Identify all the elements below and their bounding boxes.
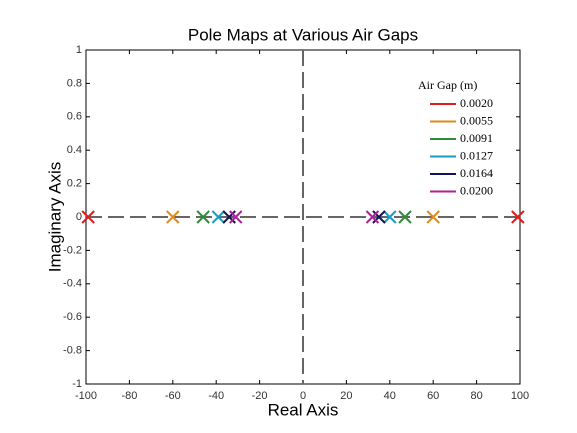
y-tick-label: 0.8 xyxy=(67,77,82,89)
pole-marker xyxy=(383,210,397,224)
y-tick-label: 0.4 xyxy=(67,144,82,156)
x-tick-label: 60 xyxy=(427,390,439,402)
pole-marker xyxy=(211,210,226,224)
x-tick-label: -60 xyxy=(165,390,181,402)
x-tick-label: -40 xyxy=(208,390,224,402)
pole-marker xyxy=(222,210,236,224)
legend-label: 0.0200 xyxy=(460,183,493,197)
y-tick-label: 0.6 xyxy=(67,111,82,123)
x-tick-label: -80 xyxy=(121,390,137,402)
chart-title: Pole Maps at Various Air Gaps xyxy=(188,25,418,44)
legend: Air Gap (m) 0.0020 0.0055 0.0091 0.0127 0.016… xyxy=(418,78,493,198)
y-tick-label: 0 xyxy=(76,211,82,223)
y-tick-label: -0.4 xyxy=(63,278,82,290)
legend-label: 0.0020 xyxy=(460,96,493,110)
legend-title: Air Gap (m) xyxy=(418,78,477,92)
y-tick-label: -0.2 xyxy=(63,244,82,256)
y-tick-label: 0.2 xyxy=(67,178,82,190)
x-tick-label: 0 xyxy=(300,390,306,402)
x-axis-label: Real Axis xyxy=(268,400,339,419)
pole-marker xyxy=(166,210,180,224)
legend-label: 0.0055 xyxy=(460,113,493,127)
x-tick-label: -100 xyxy=(75,390,97,402)
y-tick-label: -0.6 xyxy=(63,311,82,323)
y-axis-label: Imaginary Axis xyxy=(45,162,64,273)
legend-label: 0.0091 xyxy=(460,131,493,145)
y-tick-label: -1 xyxy=(72,378,82,390)
pole-marker xyxy=(372,210,386,224)
x-tick-label: 80 xyxy=(470,390,482,402)
pole-marker xyxy=(511,210,525,224)
y-tick-label: 1 xyxy=(76,44,82,56)
x-tick-label: 20 xyxy=(340,390,352,402)
pole-marker xyxy=(365,210,380,224)
y-tick-label: -0.8 xyxy=(63,345,82,357)
pole-marker xyxy=(196,210,210,224)
legend-label: 0.0127 xyxy=(460,148,493,162)
pole-marker xyxy=(398,210,412,224)
pole-marker xyxy=(81,210,95,224)
pole-marker xyxy=(229,210,243,224)
x-tick-label: 40 xyxy=(384,390,396,402)
pole-marker xyxy=(426,210,440,224)
x-tick-label: -20 xyxy=(252,390,268,402)
x-tick-label: 100 xyxy=(511,390,529,402)
legend-label: 0.0164 xyxy=(460,166,493,180)
